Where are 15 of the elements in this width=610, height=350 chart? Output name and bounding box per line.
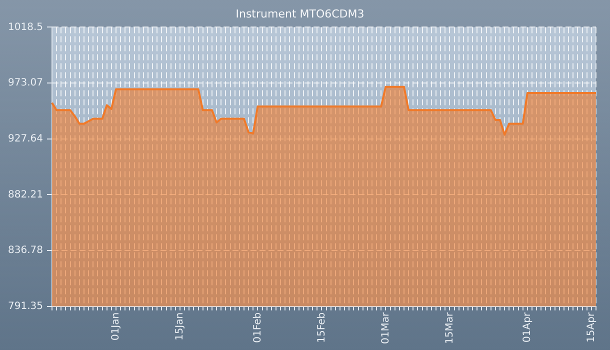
- y-tick-label: 1018.5: [8, 22, 43, 33]
- x-tick-label: 01Jan: [110, 312, 122, 341]
- y-tick-label: 791.35: [8, 301, 43, 312]
- y-tick-label: 927.64: [8, 133, 43, 144]
- chart-title: Instrument MTO6CDM3: [236, 7, 364, 20]
- x-tick-label: 15Feb: [316, 312, 328, 343]
- x-tick-label: 01Apr: [522, 312, 534, 342]
- y-tick-label: 836.78: [8, 245, 43, 256]
- x-tick-label: 15Mar: [444, 312, 456, 344]
- x-tick-label: 01Mar: [380, 312, 392, 344]
- y-tick-label: 882.21: [8, 189, 43, 200]
- x-tick-label: 01Feb: [252, 312, 264, 343]
- y-tick-label: 973.07: [8, 78, 43, 89]
- x-tick-label: 15Jan: [174, 312, 186, 341]
- x-tick-label: 15Apr: [586, 312, 598, 342]
